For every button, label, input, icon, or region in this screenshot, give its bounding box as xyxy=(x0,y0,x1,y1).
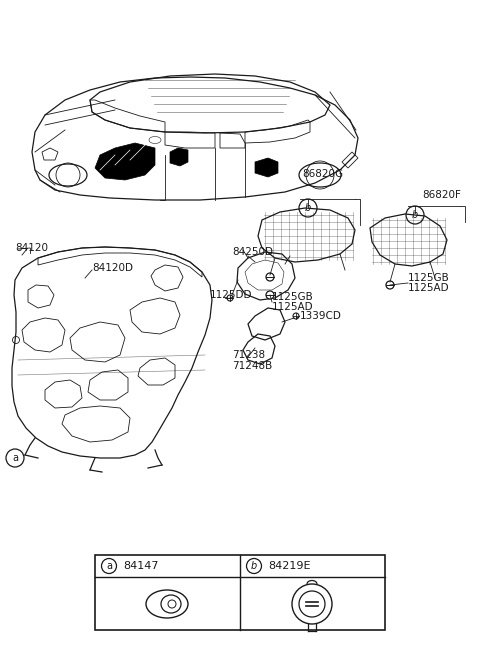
Circle shape xyxy=(266,273,274,281)
Text: a: a xyxy=(12,453,18,463)
Text: 86820F: 86820F xyxy=(422,190,461,200)
Polygon shape xyxy=(170,148,188,166)
Circle shape xyxy=(266,291,274,299)
Text: 71238: 71238 xyxy=(232,350,265,360)
Text: 86820G: 86820G xyxy=(302,169,343,179)
Polygon shape xyxy=(255,158,278,177)
Text: 1125DD: 1125DD xyxy=(210,290,252,300)
Text: b: b xyxy=(251,561,257,571)
Polygon shape xyxy=(95,143,155,180)
Text: b: b xyxy=(305,203,311,213)
Circle shape xyxy=(227,295,233,301)
Text: 84219E: 84219E xyxy=(268,561,311,571)
Text: 84250D: 84250D xyxy=(232,247,273,257)
Text: 1125AD: 1125AD xyxy=(272,302,313,312)
Text: 84120: 84120 xyxy=(15,243,48,253)
Text: 1125AD: 1125AD xyxy=(408,283,450,293)
Text: 1339CD: 1339CD xyxy=(300,311,342,321)
Circle shape xyxy=(293,313,299,319)
Text: 71248B: 71248B xyxy=(232,361,272,371)
Text: 1125GB: 1125GB xyxy=(408,273,450,283)
Circle shape xyxy=(386,281,394,289)
Bar xyxy=(95,555,385,630)
Text: b: b xyxy=(412,210,418,220)
Text: a: a xyxy=(106,561,112,571)
Text: 84120D: 84120D xyxy=(92,263,133,273)
Text: 1125GB: 1125GB xyxy=(272,292,314,302)
Text: 84147: 84147 xyxy=(123,561,158,571)
